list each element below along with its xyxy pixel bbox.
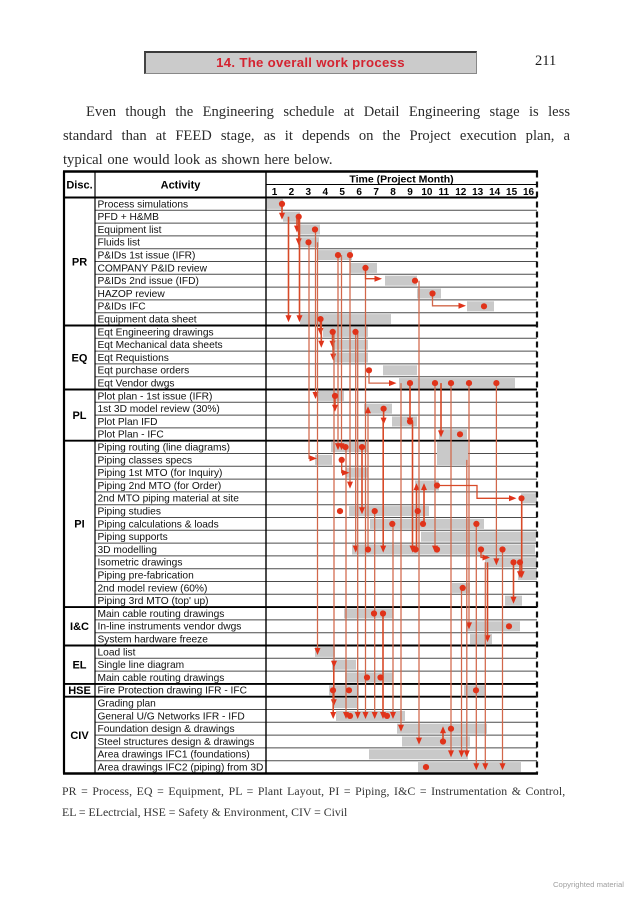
svg-text:16: 16	[523, 187, 535, 198]
svg-text:Disc.: Disc.	[66, 180, 92, 192]
svg-text:Load list: Load list	[98, 647, 136, 658]
svg-text:EL: EL	[72, 660, 86, 672]
svg-text:12: 12	[455, 187, 467, 198]
svg-text:2: 2	[289, 187, 295, 198]
svg-text:Area drawings IFC1 (foundation: Area drawings IFC1 (foundations)	[98, 750, 250, 761]
svg-text:10: 10	[421, 187, 433, 198]
svg-text:I&C: I&C	[70, 621, 89, 633]
svg-text:COMPANY P&ID review: COMPANY P&ID review	[98, 263, 208, 274]
svg-text:Fluids list: Fluids list	[98, 238, 141, 249]
svg-text:Piping routing (line diagrams): Piping routing (line diagrams)	[98, 443, 231, 454]
svg-text:Eqt Vendor dwgs: Eqt Vendor dwgs	[98, 379, 175, 390]
svg-text:System hardware freeze: System hardware freeze	[98, 635, 209, 646]
svg-text:3: 3	[306, 187, 312, 198]
svg-text:Piping classes specs: Piping classes specs	[98, 455, 193, 466]
svg-text:Piping 1st MTO (for Inquiry): Piping 1st MTO (for Inquiry)	[98, 468, 223, 479]
svg-text:PI: PI	[74, 519, 84, 531]
svg-text:2nd model review (60%): 2nd model review (60%)	[98, 583, 208, 594]
svg-text:5: 5	[339, 187, 345, 198]
svg-text:8: 8	[390, 187, 396, 198]
svg-text:Fire Protection drawing IFR -: Fire Protection drawing IFR - IFC	[98, 686, 247, 697]
svg-text:Eqt Requistions: Eqt Requistions	[98, 353, 169, 364]
svg-text:13: 13	[472, 187, 484, 198]
svg-text:Area drawings IFC2 (piping) fr: Area drawings IFC2 (piping) from 3D	[98, 763, 264, 774]
svg-text:2nd MTO piping material at sit: 2nd MTO piping material at site	[98, 494, 240, 505]
svg-text:Eqt purchase orders: Eqt purchase orders	[98, 366, 190, 377]
svg-text:P&IDs IFC: P&IDs IFC	[98, 302, 146, 313]
svg-text:Plot Plan - IFC: Plot Plan - IFC	[98, 430, 164, 441]
svg-text:Eqt Mechanical data sheets: Eqt Mechanical data sheets	[98, 340, 223, 351]
svg-text:Plot plan - 1st issue (IFR): Plot plan - 1st issue (IFR)	[98, 391, 213, 402]
svg-text:11: 11	[439, 187, 450, 198]
svg-text:In-line instruments vendor dwg: In-line instruments vendor dwgs	[98, 622, 242, 633]
svg-text:3D modelling: 3D modelling	[98, 545, 158, 556]
svg-text:Piping pre-fabrication: Piping pre-fabrication	[98, 571, 194, 582]
svg-text:14: 14	[489, 187, 501, 198]
svg-text:Grading plan: Grading plan	[98, 699, 156, 710]
svg-text:Activity: Activity	[161, 180, 202, 192]
svg-text:Isometric drawings: Isometric drawings	[98, 558, 183, 569]
svg-text:PL: PL	[72, 410, 86, 422]
svg-text:6: 6	[356, 187, 362, 198]
svg-text:General U/G Networks IFR - IFD: General U/G Networks IFR - IFD	[98, 711, 245, 722]
svg-text:Piping 3rd MTO (top' up): Piping 3rd MTO (top' up)	[98, 596, 209, 607]
svg-text:PFD + H&MB: PFD + H&MB	[98, 212, 160, 223]
svg-text:Single line diagram: Single line diagram	[98, 660, 185, 671]
svg-text:Equipment data sheet: Equipment data sheet	[98, 315, 197, 326]
svg-text:Main cable routing drawings: Main cable routing drawings	[98, 673, 225, 684]
svg-text:15: 15	[506, 187, 518, 198]
svg-text:Time (Project Month): Time (Project Month)	[349, 173, 453, 185]
svg-text:Steel structures design & draw: Steel structures design & drawings	[98, 737, 255, 748]
svg-text:P&IDs 2nd issue (IFD): P&IDs 2nd issue (IFD)	[98, 276, 199, 287]
svg-text:HSE: HSE	[68, 685, 91, 697]
svg-text:HAZOP review: HAZOP review	[98, 289, 166, 300]
svg-text:P&IDs 1st issue (IFR): P&IDs 1st issue (IFR)	[98, 251, 196, 262]
svg-text:Foundation design & drawings: Foundation design & drawings	[98, 724, 235, 735]
svg-text:Piping 2nd MTO (for Order): Piping 2nd MTO (for Order)	[98, 481, 222, 492]
svg-text:CIV: CIV	[70, 730, 89, 742]
svg-text:1: 1	[272, 187, 278, 198]
svg-text:4: 4	[323, 187, 329, 198]
svg-text:1st 3D model review (30%): 1st 3D model review (30%)	[98, 404, 220, 415]
svg-text:Piping calculations & loads: Piping calculations & loads	[98, 519, 219, 530]
svg-text:PR: PR	[72, 256, 87, 268]
svg-text:Main cable routing drawings: Main cable routing drawings	[98, 609, 225, 620]
svg-text:7: 7	[373, 187, 379, 198]
svg-text:EQ: EQ	[72, 352, 88, 364]
svg-text:Eqt Engineering drawings: Eqt Engineering drawings	[98, 327, 214, 338]
svg-text:Piping supports: Piping supports	[98, 532, 168, 543]
svg-text:Piping studies: Piping studies	[98, 507, 161, 518]
svg-text:Plot Plan IFD: Plot Plan IFD	[98, 417, 158, 428]
svg-text:Equipment list: Equipment list	[98, 225, 162, 236]
svg-text:Process simulations: Process simulations	[98, 199, 189, 210]
svg-text:9: 9	[407, 187, 413, 198]
